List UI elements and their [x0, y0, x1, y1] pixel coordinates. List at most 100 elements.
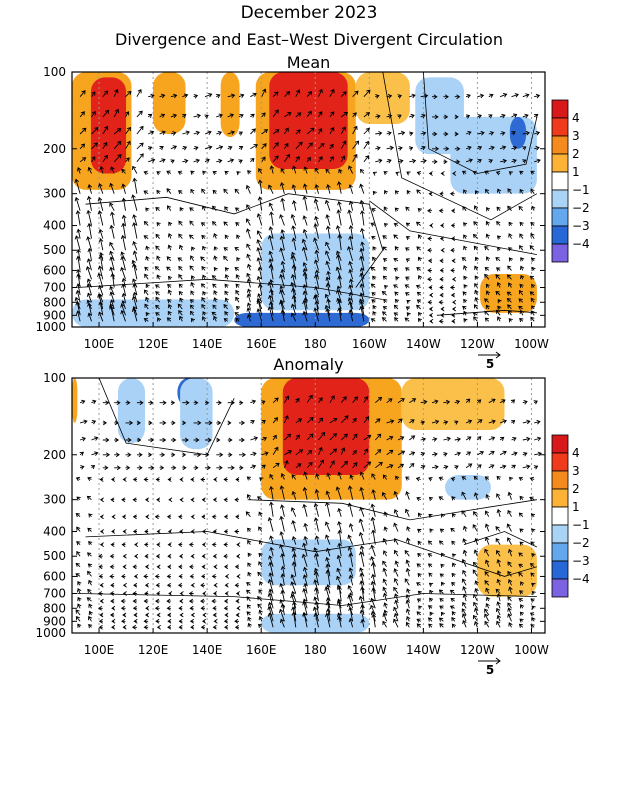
vector-arrow	[102, 90, 109, 97]
vector-arrow	[393, 234, 399, 239]
vector-arrow	[475, 190, 479, 195]
vector-arrow	[170, 131, 177, 136]
vector-arrow	[246, 604, 251, 609]
vector-arrow	[507, 205, 512, 211]
vector-arrow	[280, 309, 286, 322]
vector-arrow	[314, 567, 319, 577]
panel-title: Mean	[287, 53, 331, 72]
vector-arrow	[291, 199, 297, 211]
vector-arrow	[484, 273, 490, 280]
y-tick-label: 200	[43, 448, 66, 462]
vector-arrow	[302, 310, 308, 322]
vector-arrow	[371, 529, 376, 545]
vector-arrow	[122, 591, 127, 596]
vector-arrow	[382, 235, 387, 240]
vector-arrow	[131, 263, 138, 280]
vector-arrow	[429, 223, 434, 228]
vector-arrow	[488, 450, 495, 456]
vector-arrow	[272, 462, 280, 469]
vector-arrow	[159, 400, 167, 406]
vector-arrow	[520, 581, 525, 586]
vector-arrow	[121, 292, 127, 303]
x-tick-label: 100E	[84, 643, 115, 657]
vector-arrow	[473, 475, 478, 481]
vector-arrow	[179, 612, 184, 618]
vector-arrow	[143, 574, 149, 579]
vector-arrow	[416, 563, 421, 568]
vector-arrow	[159, 93, 166, 99]
vector-arrow	[212, 624, 217, 630]
vector-arrow	[522, 159, 527, 164]
colorbar-swatch	[551, 153, 569, 173]
vector-arrow	[131, 295, 138, 310]
vector-arrow	[306, 110, 312, 118]
vector-arrow	[284, 91, 291, 98]
vector-arrow	[417, 256, 422, 262]
vector-arrow	[519, 528, 524, 533]
vector-arrow	[98, 624, 103, 630]
vector-arrow	[284, 127, 289, 135]
vector-arrow	[394, 599, 399, 609]
vector-arrow	[465, 145, 472, 151]
vector-arrow	[109, 182, 115, 194]
vector-arrow	[159, 130, 166, 135]
vector-arrow	[474, 537, 479, 545]
vector-arrow	[405, 258, 411, 263]
vector-arrow	[325, 282, 331, 296]
vector-arrow	[472, 561, 478, 568]
vector-arrow	[393, 522, 399, 532]
vector-arrow	[374, 449, 382, 456]
vector-arrow	[258, 552, 263, 558]
vector-arrow	[531, 283, 536, 289]
vector-arrow	[269, 211, 274, 226]
vector-arrow	[370, 318, 376, 323]
vector-arrow	[86, 258, 92, 271]
vector-arrow	[324, 534, 331, 545]
shaded-region	[355, 72, 410, 125]
vector-arrow	[393, 537, 399, 545]
vector-arrow	[291, 264, 297, 280]
vector-arrow	[395, 276, 400, 281]
vector-arrow	[76, 496, 81, 501]
vector-arrow	[441, 513, 446, 518]
vector-arrow	[177, 257, 183, 262]
vector-arrow	[182, 145, 188, 151]
vector-arrow	[314, 600, 320, 616]
vector-arrow	[167, 310, 172, 316]
vector-arrow	[291, 547, 297, 557]
vector-arrow	[156, 171, 161, 176]
vector-arrow	[280, 229, 286, 239]
vector-arrow	[474, 297, 479, 303]
vector-arrow	[295, 449, 304, 456]
vector-arrow	[506, 274, 512, 280]
vector-arrow	[190, 497, 195, 503]
vector-arrow	[182, 420, 187, 426]
vector-arrow	[223, 605, 228, 611]
colorbar-label: 1	[572, 165, 580, 179]
vector-arrow	[213, 477, 218, 482]
vector-arrow	[223, 618, 228, 624]
vector-arrow	[484, 536, 490, 545]
colorbar-label: −2	[572, 201, 590, 215]
vector-arrow	[98, 237, 104, 251]
vector-arrow	[190, 188, 195, 194]
vector-arrow	[212, 497, 217, 503]
vector-arrow	[348, 552, 354, 567]
vector-arrow	[205, 465, 211, 471]
vector-arrow	[508, 622, 513, 628]
vector-arrow	[144, 529, 149, 534]
vector-arrow	[329, 433, 337, 441]
vector-arrow	[302, 183, 308, 194]
vector-arrow	[440, 581, 445, 586]
vector-arrow	[324, 586, 331, 602]
figure-subtitle: Divergence and East–West Divergent Circu…	[115, 30, 503, 49]
vector-arrow	[519, 233, 524, 239]
vector-arrow	[431, 399, 439, 405]
colorbar-label: 4	[572, 446, 580, 460]
vector-arrow	[247, 562, 252, 568]
vector-arrow	[473, 601, 478, 609]
vector-arrow	[372, 246, 377, 251]
vector-arrow	[348, 574, 354, 586]
vector-arrow	[102, 465, 109, 471]
vector-arrow	[193, 130, 200, 136]
